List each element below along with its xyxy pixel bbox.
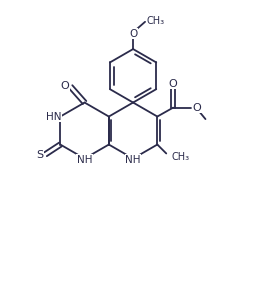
Text: CH₃: CH₃: [171, 152, 189, 162]
Text: O: O: [61, 81, 69, 91]
Text: HN: HN: [46, 112, 62, 122]
Text: O: O: [129, 29, 137, 39]
Text: NH: NH: [77, 155, 92, 165]
Text: CH₃: CH₃: [146, 16, 164, 26]
Text: NH: NH: [125, 155, 141, 165]
Text: O: O: [169, 79, 177, 89]
Text: O: O: [193, 103, 201, 113]
Text: S: S: [36, 150, 44, 160]
